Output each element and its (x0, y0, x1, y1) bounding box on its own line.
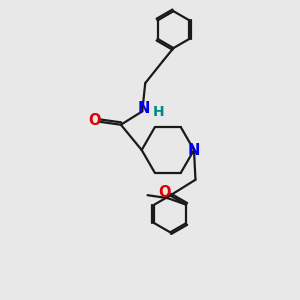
Text: H: H (153, 105, 164, 119)
Text: O: O (88, 113, 100, 128)
Text: N: N (188, 142, 200, 158)
Text: N: N (138, 101, 150, 116)
Text: O: O (158, 185, 170, 200)
